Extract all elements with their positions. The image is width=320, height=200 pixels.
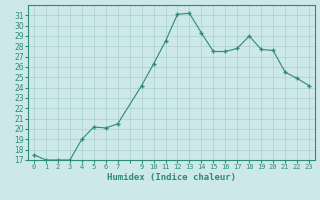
X-axis label: Humidex (Indice chaleur): Humidex (Indice chaleur)	[107, 173, 236, 182]
